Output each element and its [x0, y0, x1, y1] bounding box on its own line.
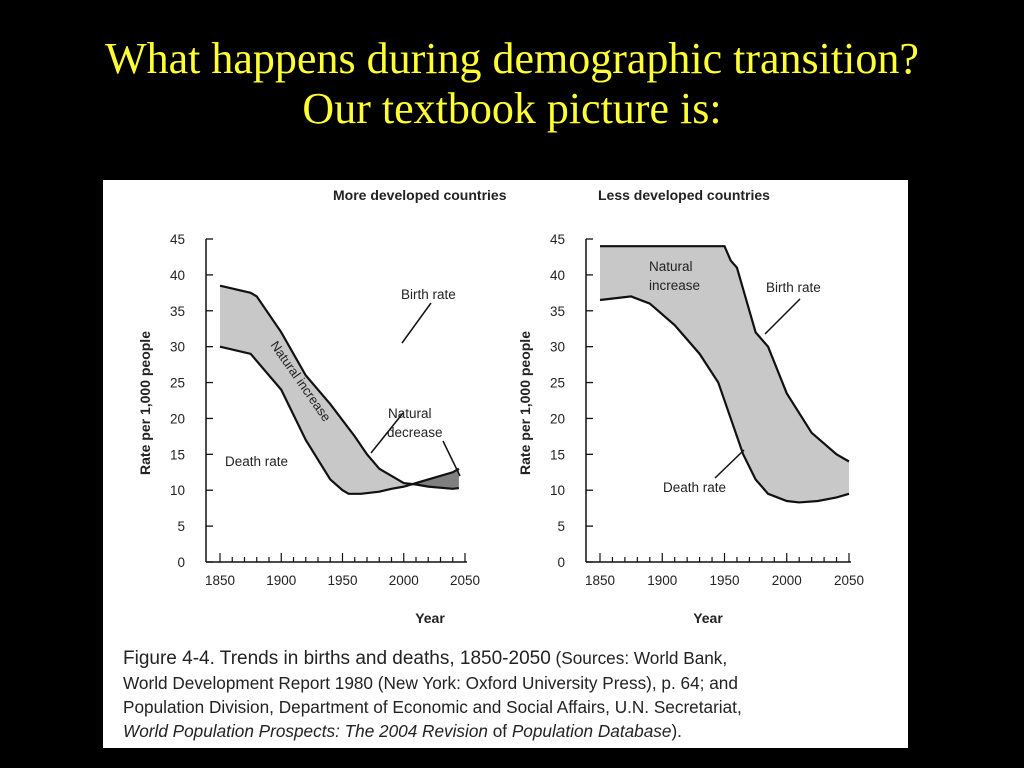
x-tick-label: 1900 — [266, 573, 296, 588]
title-line-1: What happens during demographic transiti… — [105, 34, 919, 83]
y-tick-label: 5 — [557, 519, 565, 534]
y-tick-label: 0 — [177, 555, 185, 570]
y-tick-label: 30 — [550, 340, 565, 355]
figure-panel: 0 5 10 15 20 25 30 35 40 45 1850 1900 1950 2000 2050 M… — [103, 180, 908, 748]
y-tick-label: 25 — [550, 376, 565, 391]
y-tick-label: 25 — [170, 376, 185, 391]
y-tick-label: 20 — [170, 411, 185, 426]
slide-title: What happens during demographic transiti… — [0, 34, 1024, 134]
annotation-natural: Natural — [388, 406, 432, 421]
x-tick-label: 1900 — [647, 573, 677, 588]
title-line-2: Our textbook picture is: — [302, 84, 722, 133]
caption-database-title: Population Database — [511, 721, 672, 741]
y-axis-label: Rate per 1,000 people — [137, 331, 153, 475]
x-tick-label: 1950 — [709, 573, 739, 588]
y-tick-label: 10 — [550, 483, 565, 498]
natural-increase-area — [220, 285, 459, 494]
y-tick-label: 10 — [170, 483, 185, 498]
annotation-death-rate: Death rate — [225, 454, 288, 469]
x-axis-label: Year — [693, 610, 723, 626]
y-tick-label: 40 — [550, 268, 565, 283]
caption-sources-start: (Sources: World Bank, — [550, 648, 728, 668]
death-rate-leader — [714, 449, 745, 479]
birth-rate-line — [219, 284, 460, 490]
chart-more-developed: 0 5 10 15 20 25 30 35 40 45 1850 1900 1950 2000 2050 M… — [137, 187, 507, 626]
caption-lead: Figure 4-4. Trends in births and deaths,… — [123, 648, 551, 669]
y-tick-label: 35 — [170, 304, 185, 319]
y-tick-label: 45 — [170, 232, 185, 247]
birth-rate-line — [600, 245, 850, 463]
y-tick-label: 15 — [170, 447, 185, 462]
caption-publication-title: World Population Prospects: The 2004 Rev… — [123, 721, 488, 741]
x-tick-label: 2000 — [389, 573, 419, 588]
x-tick-label: 2000 — [772, 573, 802, 588]
annotation-increase: increase — [649, 278, 700, 293]
death-rate-leader — [370, 412, 404, 454]
annotation-death-rate: Death rate — [663, 480, 726, 495]
y-tick-label: 45 — [550, 232, 565, 247]
caption-line-2: World Development Report 1980 (New York:… — [123, 673, 738, 693]
natural-increase-area — [600, 246, 849, 503]
natural-decrease-area — [413, 468, 459, 489]
y-tick-label: 35 — [550, 304, 565, 319]
y-tick-label: 30 — [170, 340, 185, 355]
y-tick-label: 20 — [550, 411, 565, 426]
caption-end: ). — [671, 721, 682, 741]
x-tick-label: 1850 — [205, 573, 235, 588]
x-axis-label: Year — [415, 610, 445, 626]
birth-rate-leader — [401, 302, 432, 344]
y-tick-label: 5 — [177, 519, 185, 534]
caption-line-3: Population Division, Department of Econo… — [123, 697, 742, 717]
x-tick-label: 2050 — [834, 573, 864, 588]
figure-caption: Figure 4-4. Trends in births and deaths,… — [123, 646, 893, 743]
death-rate-line — [599, 295, 850, 504]
annotation-decrease: decrease — [387, 425, 443, 440]
annotation-birth-rate: Birth rate — [766, 280, 821, 295]
chart-title: Less developed countries — [598, 187, 770, 203]
y-tick-label: 15 — [550, 447, 565, 462]
chart-less-developed: 0 5 10 15 20 25 30 35 40 45 1850 1900 1950 2000 2050 L… — [517, 187, 864, 626]
birth-rate-leader — [764, 298, 801, 335]
x-tick-label: 1950 — [327, 573, 357, 588]
y-axis-label: Rate per 1,000 people — [517, 331, 533, 475]
y-tick-label: 0 — [557, 555, 565, 570]
death-rate-line — [219, 345, 460, 495]
natural-decrease-leader — [442, 440, 461, 477]
x-tick-label: 1850 — [585, 573, 615, 588]
caption-of: of — [487, 721, 512, 741]
x-tick-label: 2050 — [450, 573, 480, 588]
y-tick-label: 40 — [170, 268, 185, 283]
annotation-natural: Natural — [649, 259, 693, 274]
annotation-birth-rate: Birth rate — [401, 287, 456, 302]
chart-title: More developed countries — [333, 187, 507, 203]
